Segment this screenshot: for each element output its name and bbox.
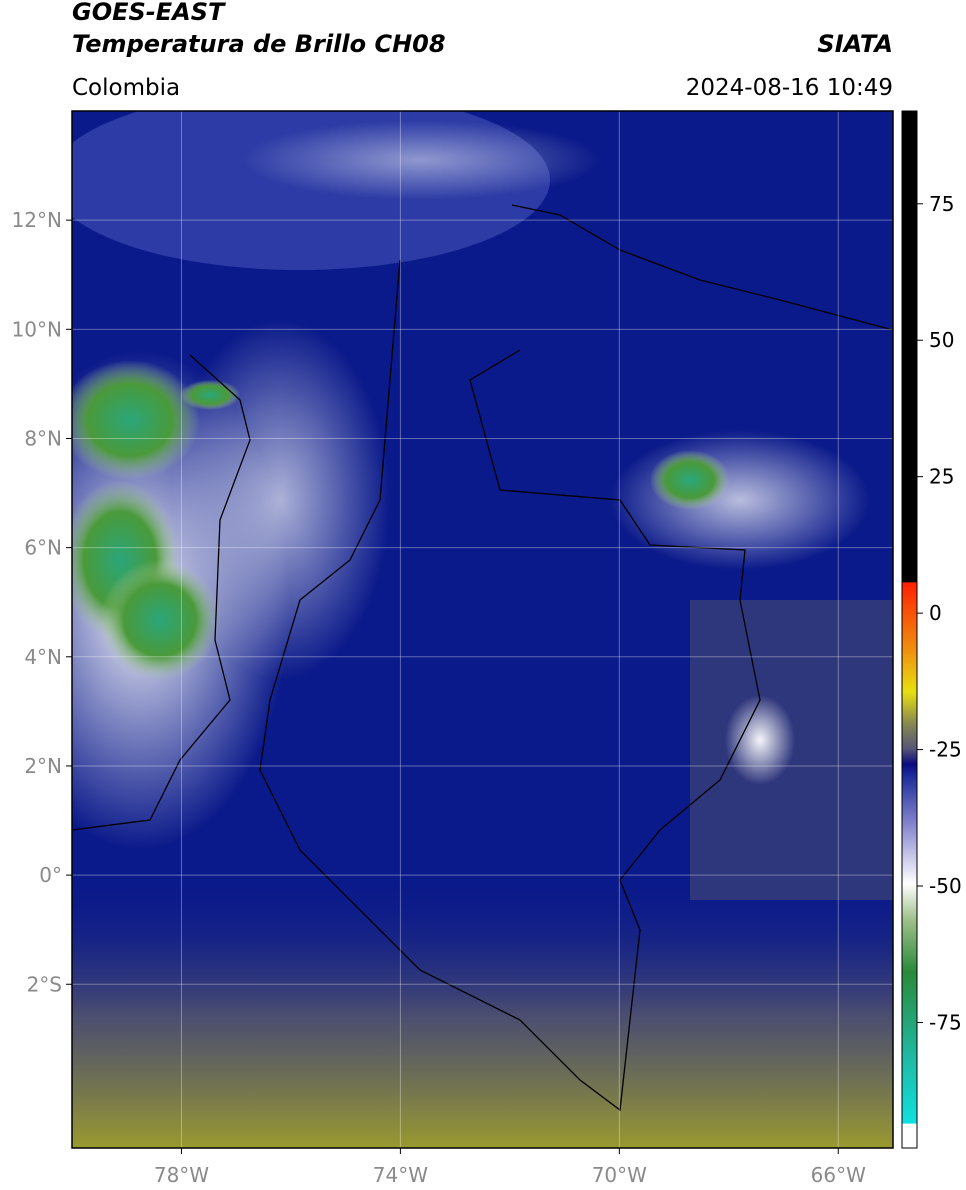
colorbar-tick-label: 75 <box>929 192 954 216</box>
y-tick-label: 12°N <box>12 208 62 232</box>
y-tick-label: 4°N <box>24 645 62 669</box>
y-tick-label: 8°N <box>24 426 62 450</box>
map-frame <box>71 110 894 1149</box>
source: SIATA <box>817 30 893 58</box>
subtitle: Colombia <box>72 75 180 101</box>
colorbar-tick-label: 50 <box>929 328 954 352</box>
y-tick-label: 2°N <box>24 754 62 778</box>
datetime: 2024-08-16 10:49 <box>686 75 893 101</box>
y-tick-label: 10°N <box>12 317 62 341</box>
title-line1: GOES-EAST <box>72 0 226 26</box>
y-tick-label: 2°S <box>27 972 62 996</box>
map-image <box>72 111 893 1148</box>
colorbar-tick-label: -25 <box>929 738 962 762</box>
colorbar <box>901 110 918 1149</box>
x-tick-label: 70°W <box>592 1163 647 1187</box>
y-tick-label: 0° <box>39 863 62 887</box>
x-tick-label: 74°W <box>373 1163 428 1187</box>
colorbar-tick-label: -50 <box>929 874 962 898</box>
axes: 78°W 74°W 70°W 66°W 2°S 0° 2°N 4°N 6°N 8°N 10°N 12°… <box>12 111 893 1187</box>
colorbar-tick-label: 25 <box>929 465 954 489</box>
title-line2: Temperatura de Brillo CH08 <box>72 30 446 58</box>
x-tick-label: 78°W <box>154 1163 209 1187</box>
x-tick-label: 66°W <box>811 1163 866 1187</box>
colorbar-tick-label: -75 <box>929 1010 962 1034</box>
colorbar-tick-label: 0 <box>929 601 942 625</box>
y-tick-label: 6°N <box>24 536 62 560</box>
